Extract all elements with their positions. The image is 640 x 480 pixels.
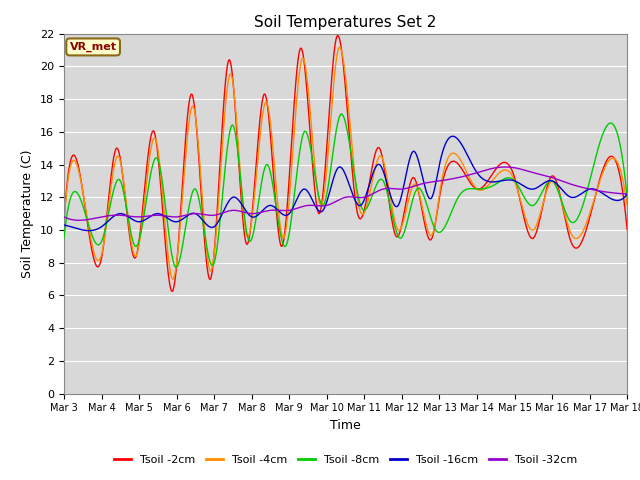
Tsoil -8cm <box>172 264 180 270</box>
Tsoil -2cm <box>300 53 307 59</box>
Line: Tsoil -32cm: Tsoil -32cm <box>64 167 627 220</box>
Tsoil -16cm <box>300 186 307 192</box>
Tsoil -2cm <box>321 167 329 172</box>
Tsoil -8cm <box>337 111 345 117</box>
Tsoil -4cm <box>104 212 111 218</box>
Tsoil -8cm <box>321 198 329 204</box>
Tsoil -16cm <box>104 218 112 224</box>
Tsoil -16cm <box>381 173 388 179</box>
Tsoil -4cm <box>127 234 134 240</box>
Tsoil -4cm <box>60 219 68 225</box>
Tsoil -8cm <box>381 183 389 189</box>
Tsoil -8cm <box>127 228 134 234</box>
Tsoil -32cm <box>501 164 509 170</box>
Y-axis label: Soil Temperature (C): Soil Temperature (C) <box>22 149 35 278</box>
Tsoil -16cm <box>85 228 93 233</box>
Tsoil -32cm <box>75 217 83 223</box>
Tsoil -4cm <box>169 276 177 282</box>
Line: Tsoil -8cm: Tsoil -8cm <box>64 114 627 267</box>
Tsoil -2cm <box>381 171 389 177</box>
Tsoil -2cm <box>334 33 342 38</box>
Tsoil -32cm <box>321 203 329 209</box>
Tsoil -8cm <box>311 172 319 178</box>
Tsoil -4cm <box>300 56 307 61</box>
Tsoil -2cm <box>60 219 68 225</box>
Tsoil -32cm <box>300 204 307 209</box>
Tsoil -2cm <box>104 206 111 212</box>
Tsoil -8cm <box>300 131 307 137</box>
Line: Tsoil -16cm: Tsoil -16cm <box>64 136 627 230</box>
Tsoil -4cm <box>623 203 631 208</box>
Text: VR_met: VR_met <box>70 42 116 52</box>
Tsoil -2cm <box>127 239 134 245</box>
Tsoil -8cm <box>623 194 631 200</box>
Tsoil -32cm <box>311 203 319 208</box>
Tsoil -16cm <box>623 191 631 197</box>
Tsoil -32cm <box>623 191 631 197</box>
Tsoil -32cm <box>381 186 388 192</box>
Tsoil -8cm <box>60 235 68 241</box>
Tsoil -2cm <box>623 227 631 233</box>
Tsoil -16cm <box>449 133 457 139</box>
Tsoil -32cm <box>127 214 134 219</box>
Tsoil -4cm <box>321 182 329 188</box>
Tsoil -16cm <box>127 216 134 221</box>
Tsoil -2cm <box>168 288 176 294</box>
Tsoil -8cm <box>104 216 111 221</box>
Line: Tsoil -2cm: Tsoil -2cm <box>64 36 627 291</box>
Tsoil -16cm <box>321 204 329 209</box>
Tsoil -4cm <box>336 45 344 50</box>
Tsoil -16cm <box>311 203 319 208</box>
Tsoil -16cm <box>60 222 68 228</box>
Legend: Tsoil -2cm, Tsoil -4cm, Tsoil -8cm, Tsoil -16cm, Tsoil -32cm: Tsoil -2cm, Tsoil -4cm, Tsoil -8cm, Tsoi… <box>110 451 581 469</box>
Tsoil -4cm <box>381 166 389 171</box>
Title: Soil Temperatures Set 2: Soil Temperatures Set 2 <box>255 15 436 30</box>
Line: Tsoil -4cm: Tsoil -4cm <box>64 48 627 279</box>
Tsoil -4cm <box>311 165 319 170</box>
Tsoil -32cm <box>60 214 68 220</box>
Tsoil -2cm <box>311 189 319 195</box>
Tsoil -32cm <box>104 213 112 219</box>
X-axis label: Time: Time <box>330 419 361 432</box>
